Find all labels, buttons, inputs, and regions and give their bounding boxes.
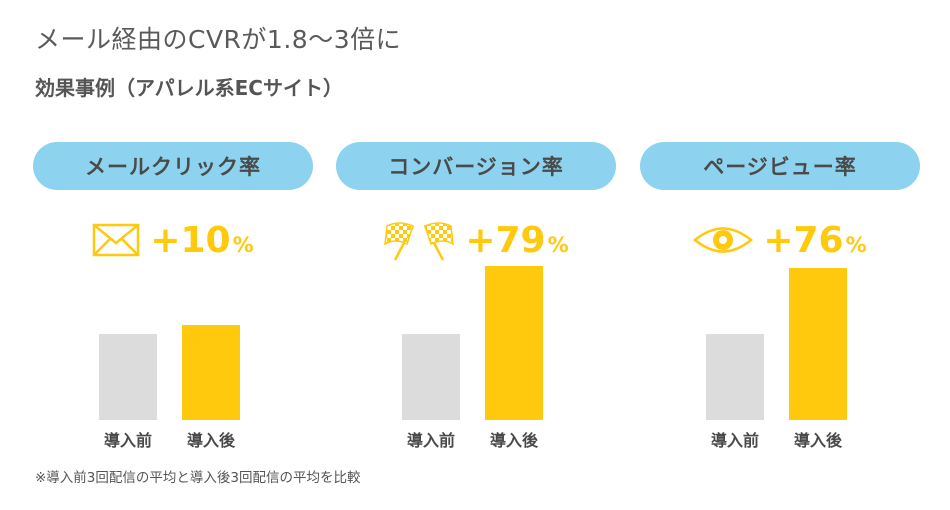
metric-value: +10% — [150, 220, 253, 261]
x-tick-label: 導入後 — [793, 431, 842, 450]
page-subtitle: 効果事例（アパレル系ECサイト） — [35, 76, 343, 100]
envelope-icon — [92, 223, 140, 257]
x-tick-label: 導入後 — [186, 431, 235, 450]
bar-chart — [99, 325, 240, 420]
bar-before — [402, 334, 460, 420]
metric-pill: メールクリック率 — [33, 142, 313, 190]
x-tick-label: 導入前 — [710, 431, 759, 450]
metric-number: 10 — [180, 219, 231, 261]
x-axis-labels: 導入前 導入後 — [640, 427, 920, 451]
metric-row: +76% — [640, 215, 920, 265]
bar-before — [99, 334, 157, 420]
bar-chart — [706, 268, 847, 420]
metric-row: +10% — [33, 215, 313, 265]
metric-plus: + — [150, 219, 181, 261]
panel-conversion-rate: コンバージョン率 +79% 導入前 導入後 — [336, 0, 616, 510]
metric-number: 76 — [793, 219, 844, 261]
checkered-flags-icon — [383, 218, 455, 262]
metric-pill: ページビュー率 — [640, 142, 920, 190]
bar-chart — [402, 266, 543, 420]
eye-icon — [693, 223, 754, 257]
metric-unit: % — [547, 232, 569, 257]
page-title: メール経由のCVRが1.8〜3倍に — [35, 25, 402, 54]
metric-unit: % — [845, 232, 867, 257]
x-tick-label: 導入後 — [489, 431, 538, 450]
metric-value: +76% — [763, 220, 866, 261]
bar-after — [789, 268, 847, 420]
metric-row: +79% — [336, 215, 616, 265]
x-tick-label: 導入前 — [406, 431, 455, 450]
bar-before — [706, 334, 764, 420]
metric-pill: コンバージョン率 — [336, 142, 616, 190]
x-tick-label: 導入前 — [103, 431, 152, 450]
bar-after — [485, 266, 543, 420]
panel-page-view-rate: ページビュー率 +76% 導入前 導入後 — [640, 0, 920, 510]
metric-number: 79 — [495, 219, 546, 261]
x-axis-labels: 導入前 導入後 — [336, 427, 616, 451]
bar-after — [182, 325, 240, 420]
metric-plus: + — [763, 219, 794, 261]
panel-mail-click-rate: メールクリック率 +10% 導入前 導入後 — [33, 0, 313, 510]
metric-unit: % — [232, 232, 254, 257]
x-axis-labels: 導入前 導入後 — [33, 427, 313, 451]
metric-plus: + — [465, 219, 496, 261]
footnote: ※導入前3回配信の平均と導入後3回配信の平均を比較 — [35, 470, 361, 486]
metric-value: +79% — [465, 220, 568, 261]
